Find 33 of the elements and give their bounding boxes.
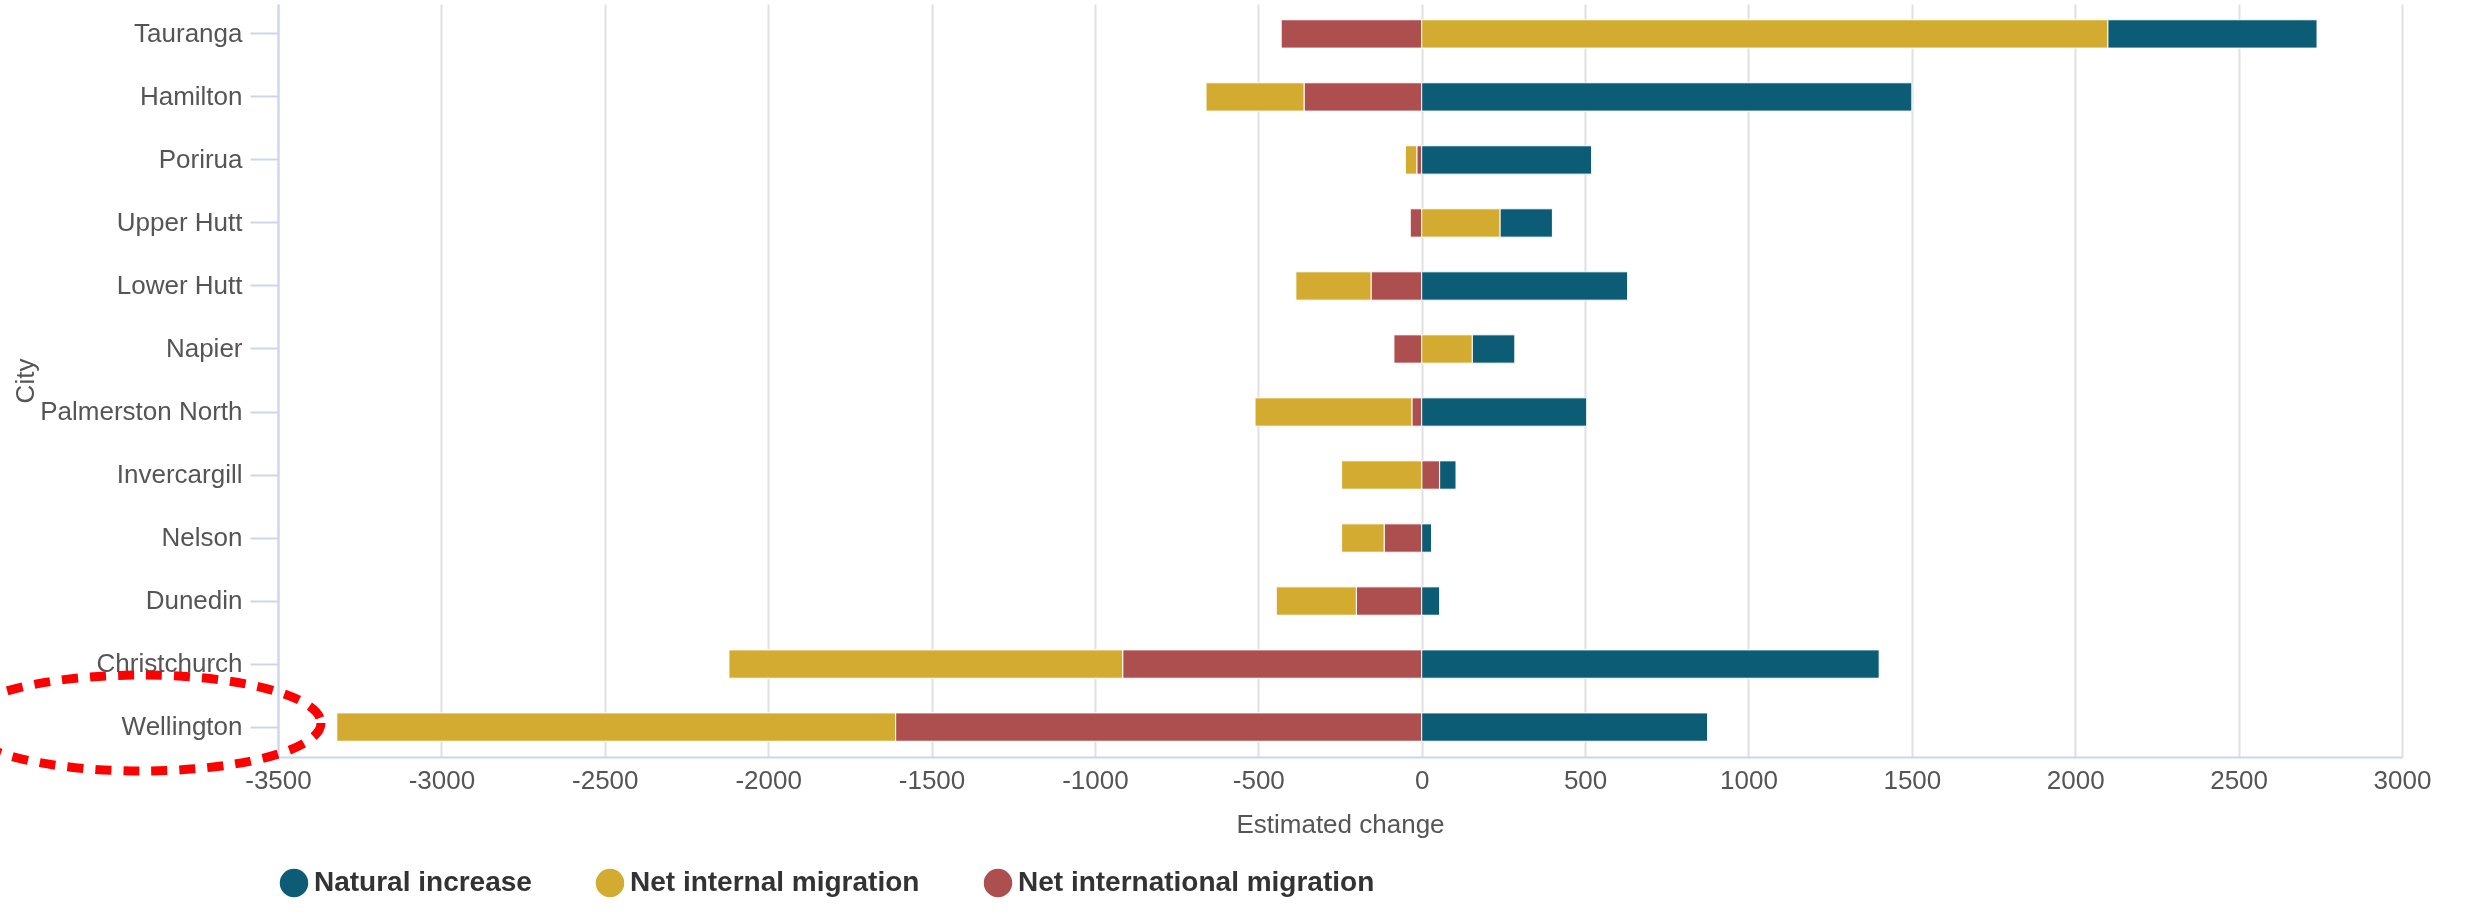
x-tick-label: 2000 [2046, 764, 2105, 795]
y-tick-label: Napier [165, 332, 243, 363]
y-tick-label: Upper Hutt [116, 206, 244, 237]
x-tick-label: 3000 [2373, 764, 2432, 795]
x-tick-label: 500 [1563, 764, 1608, 795]
x-tick-label: -3000 [408, 764, 476, 795]
y-tick-label: Lower Hutt [116, 269, 244, 300]
y-tick-label: Hamilton [139, 80, 243, 111]
x-tick-label: -1000 [1062, 764, 1129, 795]
y-tick-label: Wellington [121, 711, 243, 742]
x-tick-label: -2000 [735, 764, 802, 795]
y-tick-label: Porirua [158, 143, 244, 174]
y-tick-label: Dunedin [145, 585, 243, 616]
legend-label: Net international migration [1018, 866, 1375, 897]
bar [1421, 145, 1593, 175]
x-tick-label: 0 [1414, 764, 1430, 795]
x-axis-title: Estimated change [1236, 808, 1445, 839]
y-tick-label: Palmerston North [40, 396, 243, 427]
x-tick-label: 1500 [1883, 764, 1942, 795]
x-tick-label: -500 [1232, 764, 1285, 795]
x-tick-label: -1500 [898, 764, 966, 795]
x-tick-label: 1000 [1720, 764, 1778, 795]
x-tick-label: 2500 [2210, 764, 2269, 795]
y-tick-label: Nelson [161, 522, 243, 553]
x-tick-label: -3500 [245, 764, 312, 795]
legend-label: Net internal migration [630, 866, 920, 897]
y-tick-label: Invercargill [116, 459, 243, 490]
y-axis-title: City [9, 358, 40, 404]
x-tick-label: -2500 [572, 764, 639, 795]
y-tick-label: Tauranga [134, 17, 244, 48]
legend-label: Natural increase [314, 866, 532, 897]
bar [1404, 145, 1418, 175]
y-tick-label: Christchurch [96, 648, 243, 679]
